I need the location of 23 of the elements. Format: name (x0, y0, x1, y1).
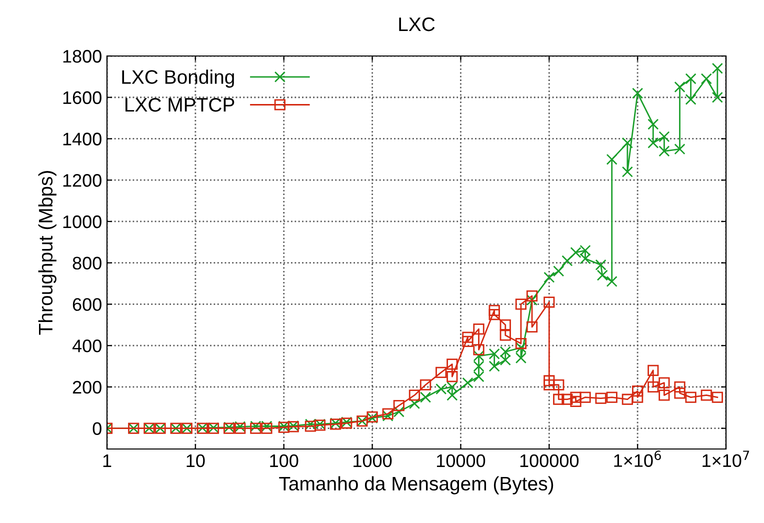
y-axis-title: Throughput (Mbps) (38, 171, 56, 335)
x-tick-label: 1 (103, 454, 112, 467)
x-tick-label: 100000 (520, 454, 579, 468)
x-tick-label: 1×10$^{7}$ (702, 450, 750, 467)
legend-label: LXC MPTCP (126, 98, 234, 112)
y-tick-label: 1400 (63, 132, 102, 146)
x-tick-label: 100 (270, 454, 298, 468)
y-tick-label: 0 (92, 422, 102, 436)
y-tick-label: 1800 (63, 50, 102, 63)
x-axis-title: Tamanho da Mensagem (Bytes) (279, 476, 554, 494)
y-tick-label: 600 (72, 298, 102, 311)
legend-label: LXC Bonding (122, 70, 234, 88)
x-tick-label: 1×10$^{6}$ (614, 450, 661, 467)
x-tick-label: 10000 (436, 454, 486, 468)
x-tick-label: 1000 (354, 454, 392, 468)
x-tick-label: 10 (186, 454, 205, 468)
chart-title: LXC (399, 17, 435, 32)
y-tick-label: 200 (72, 380, 102, 394)
y-tick-label: 1000 (63, 215, 102, 228)
y-tick-label: 400 (72, 340, 102, 352)
y-tick-label: 1200 (63, 174, 102, 187)
y-tick-label: 800 (72, 256, 102, 270)
y-tick-label: 1600 (63, 91, 102, 104)
